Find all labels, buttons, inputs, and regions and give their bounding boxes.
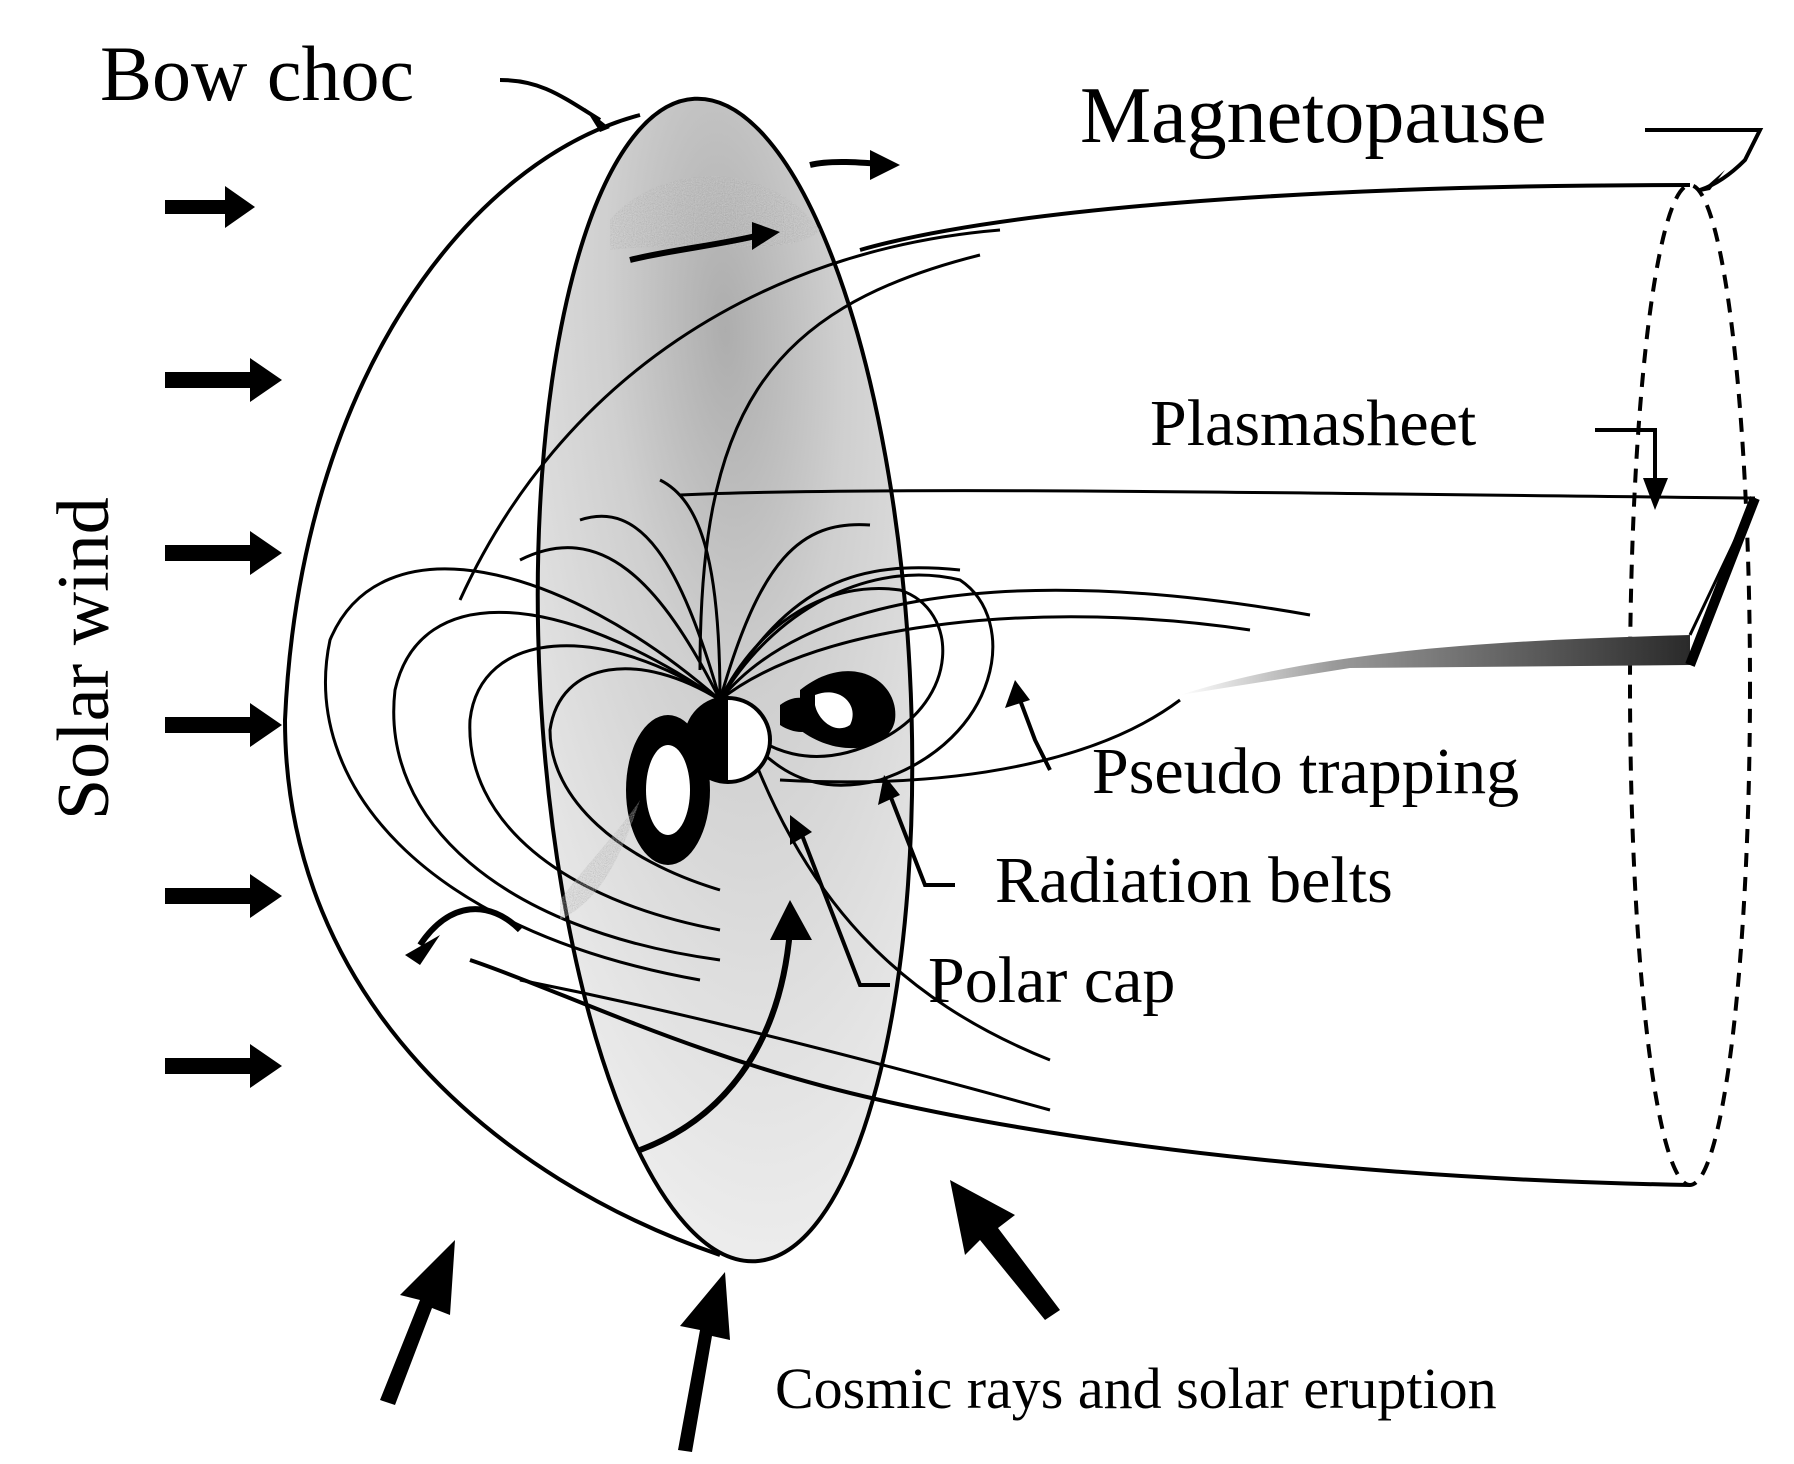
plasmasheet-label: Plasmasheet [1150,387,1476,460]
magnetopause-label: Magnetopause [1080,72,1547,160]
flow-arrow-heads [405,150,900,965]
cosmic-ray-arrows [380,1180,1060,1452]
field-lines [324,478,1311,1112]
bow-shock-boundary [282,113,721,1257]
solar-wind-label: Solar wind [43,497,125,820]
radiation-belts-label: Radiation belts [995,844,1393,917]
label-leader-heads [585,108,1725,845]
plasmasheet-slab [679,489,1760,695]
pseudo-trapping-label: Pseudo trapping [1092,735,1519,808]
polar-cap-label: Polar cap [928,944,1175,1017]
bow-shock-label: Bow choc [100,30,414,117]
polar-cusp-shading [560,800,640,920]
magnetopause-tail [458,183,1752,1187]
earth [684,696,772,784]
label-leaders [499,78,1764,987]
cosmic-rays-label: Cosmic rays and solar eruption [775,1356,1497,1421]
solar-wind-arrows [165,186,282,1088]
